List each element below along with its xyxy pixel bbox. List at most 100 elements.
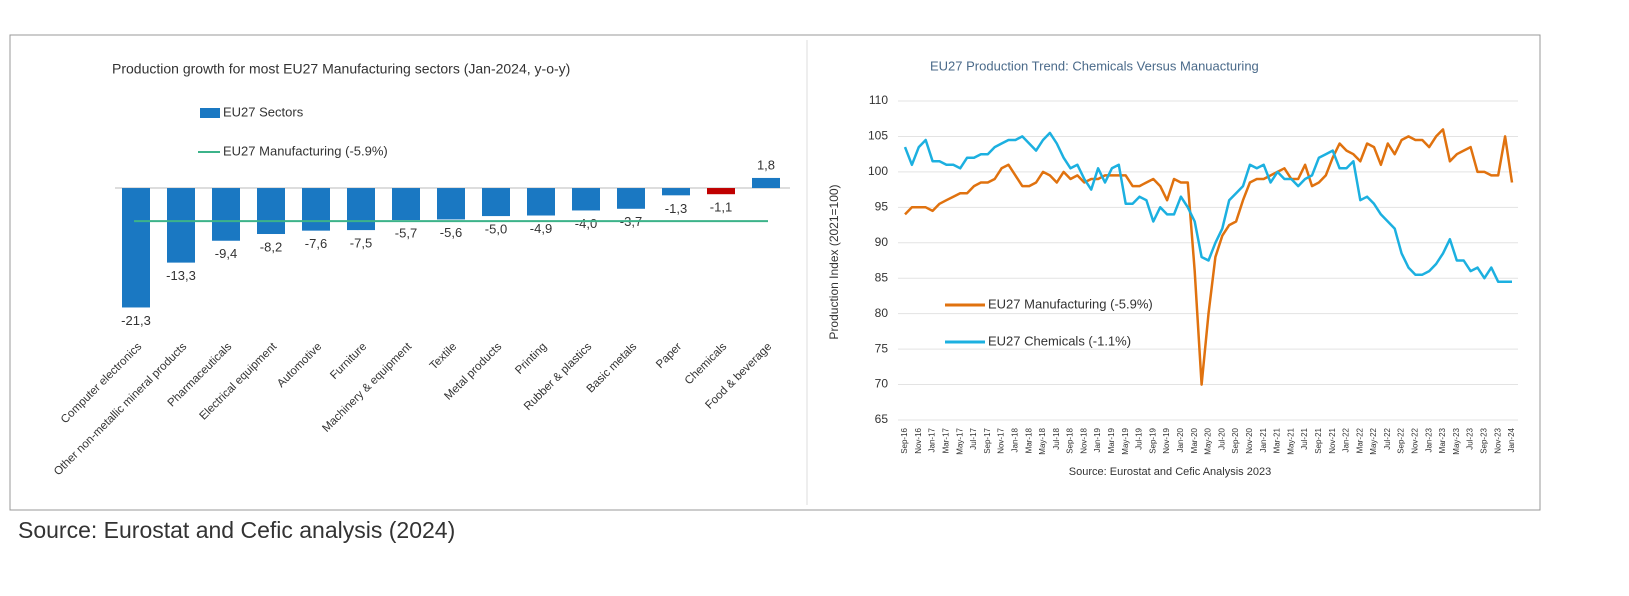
value-label: -8,2 xyxy=(260,239,282,254)
bar xyxy=(167,188,195,263)
value-label: -9,4 xyxy=(215,246,237,261)
y-tick-label: 65 xyxy=(875,412,889,426)
x-tick-label: Jan-23 xyxy=(1424,427,1433,452)
frame xyxy=(9,34,1541,511)
x-tick-label: Nov-23 xyxy=(1493,427,1502,453)
y-tick-label: 110 xyxy=(869,93,888,107)
value-label: -5,0 xyxy=(485,222,507,237)
value-label: -4,0 xyxy=(575,216,597,231)
legend-swatch xyxy=(200,108,220,118)
x-tick-label: May-18 xyxy=(1038,427,1047,454)
y-tick-label: 100 xyxy=(868,164,888,178)
y-tick-label: 90 xyxy=(875,235,889,249)
legend-label: EU27 Manufacturing (-5.9%) xyxy=(988,296,1153,311)
value-label: -4,9 xyxy=(530,221,552,236)
x-tick-label: May-20 xyxy=(1204,427,1213,454)
x-tick-label: Jan-17 xyxy=(928,427,937,452)
bar xyxy=(662,188,690,196)
x-tick-label: Mar-20 xyxy=(1190,427,1199,453)
source: Source: Eurostat and Cefic analysis (202… xyxy=(18,517,455,543)
x-tick-label: Chemicals xyxy=(683,341,730,388)
value-label: -7,5 xyxy=(350,236,372,251)
value-label: -5,7 xyxy=(395,225,417,240)
x-tick-label: May-22 xyxy=(1369,427,1378,454)
line-series xyxy=(903,131,1512,284)
x-tick-label: Sep-16 xyxy=(900,427,909,453)
x-tick-label: Nov-20 xyxy=(1245,427,1254,453)
x-tick-label: May-21 xyxy=(1286,427,1295,454)
value-label: -21,3 xyxy=(121,313,151,328)
bar xyxy=(752,177,780,189)
value-label: -7,6 xyxy=(305,236,327,251)
value-label: 1,8 xyxy=(757,157,775,172)
x-tick-label: Machinery & equipment xyxy=(320,340,414,434)
x-tick-label: Sep-19 xyxy=(1148,427,1157,453)
bar xyxy=(437,188,465,220)
x-tick-label: Nov-16 xyxy=(914,427,923,453)
x-tick-label: May-23 xyxy=(1452,427,1461,454)
y-tick-label: 70 xyxy=(875,377,889,391)
value-label: -1,1 xyxy=(710,200,732,215)
value-label: -5,6 xyxy=(440,225,462,240)
value-label: -13,3 xyxy=(166,268,196,283)
x-tick-label: Printing xyxy=(513,341,549,377)
x-tick-label: Nov-21 xyxy=(1328,427,1337,453)
value-label: -1,3 xyxy=(665,201,687,216)
x-tick-label: Nov-19 xyxy=(1162,427,1171,453)
x-tick-label: Jul-22 xyxy=(1383,427,1392,449)
x-tick-label: Nov-17 xyxy=(997,427,1006,453)
x-tick-label: Jul-23 xyxy=(1466,427,1475,449)
y-tick-label: 75 xyxy=(875,341,889,355)
x-tick-label: Jul-20 xyxy=(1217,427,1226,449)
legend-label: EU27 Chemicals (-1.1%) xyxy=(988,333,1131,348)
bar xyxy=(392,188,420,220)
x-tick-label: Sep-20 xyxy=(1231,427,1240,453)
y-tick-label: 85 xyxy=(875,270,889,284)
x-tick-label: Sep-18 xyxy=(1066,427,1075,453)
bar xyxy=(707,188,735,195)
x-tick-label: Sep-17 xyxy=(983,427,992,453)
bar xyxy=(617,188,645,209)
x-tick-label: Automotive xyxy=(275,341,324,390)
x-tick-label: Computer electronics xyxy=(59,341,144,426)
x-tick-label: Jul-19 xyxy=(1135,427,1144,449)
x-tick-label: Jan-22 xyxy=(1342,427,1351,452)
x-tick-label: May-17 xyxy=(955,427,964,454)
chart-title: Production growth for most EU27 Manufact… xyxy=(112,61,570,77)
y-axis-label: Production Index (2021=100) xyxy=(827,184,841,339)
legend-label: EU27 Manufacturing (-5.9%) xyxy=(223,143,388,158)
x-tick-label: May-19 xyxy=(1121,427,1130,454)
bar xyxy=(212,188,240,241)
x-tick-label: Jan-19 xyxy=(1093,427,1102,452)
x-tick-label: Electrical equipment xyxy=(198,340,280,422)
line-series xyxy=(904,128,1514,386)
legend-label: EU27 Sectors xyxy=(223,104,304,119)
x-tick-label: Sep-23 xyxy=(1480,427,1489,453)
x-tick-label: Sep-22 xyxy=(1397,427,1406,453)
x-tick-label: Jul-21 xyxy=(1300,427,1309,449)
x-tick-label: Mar-22 xyxy=(1355,427,1364,453)
x-tick-label: Jan-24 xyxy=(1507,427,1516,452)
x-tick-label: Nov-22 xyxy=(1411,427,1420,453)
y-tick-label: 95 xyxy=(875,200,889,214)
x-tick-label: Mar-23 xyxy=(1438,427,1447,453)
bar xyxy=(347,188,375,231)
x-tick-label: Paper xyxy=(654,341,684,371)
y-tick-label: 80 xyxy=(875,306,889,320)
x-tick-label: Jul-18 xyxy=(1052,427,1061,449)
x-tick-label: Jan-18 xyxy=(1010,427,1019,452)
x-tick-label: Textile xyxy=(428,341,460,373)
bar xyxy=(257,188,285,235)
x-tick-label: Nov-18 xyxy=(1079,427,1088,453)
x-tick-label: Mar-21 xyxy=(1273,427,1282,453)
note: Source: Eurostat and Cefic Analysis 2023 xyxy=(1069,466,1271,478)
bar xyxy=(302,188,330,231)
bar xyxy=(572,188,600,211)
bar xyxy=(122,188,150,308)
x-tick-label: Jan-21 xyxy=(1259,427,1268,452)
x-tick-label: Jul-17 xyxy=(969,427,978,449)
x-tick-label: Mar-18 xyxy=(1024,427,1033,453)
bar xyxy=(527,188,555,216)
